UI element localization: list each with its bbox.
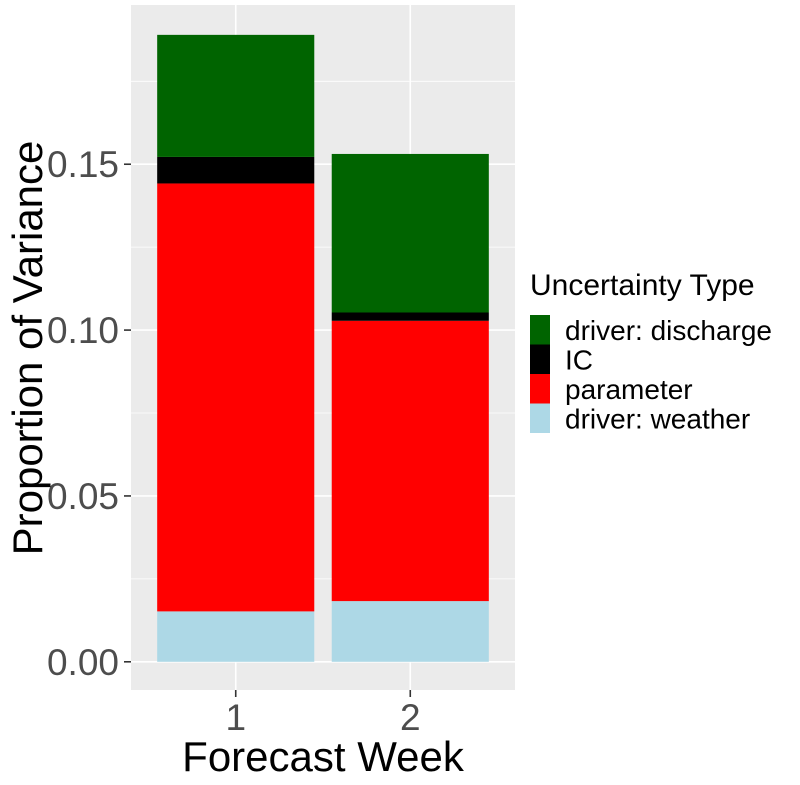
- x-tick-label: 1: [225, 697, 246, 738]
- bar-segment-driver-discharge-week-2: [331, 153, 489, 313]
- y-axis: 0.00 0.05 0.10 0.15: [47, 144, 131, 683]
- legend: Uncertainty Type driver: dischargeICpara…: [530, 269, 772, 434]
- legend-key-ic: [530, 344, 550, 374]
- bar-segment-driver-discharge-week-1: [157, 34, 315, 157]
- x-axis-title: Forecast Week: [182, 733, 465, 780]
- legend-key-driver-discharge: [530, 315, 550, 345]
- bar-segment-ic-week-1: [157, 156, 315, 184]
- bar-segment-parameter-week-2: [331, 320, 489, 602]
- bar-segment-parameter-week-1: [157, 183, 315, 612]
- x-tick-label: 2: [400, 697, 421, 738]
- bars: [157, 34, 489, 662]
- bar-segment-ic-week-2: [331, 312, 489, 321]
- y-axis-title: Proportion of Variance: [4, 141, 51, 556]
- legend-key-parameter: [530, 374, 550, 404]
- legend-key-driver-weather: [530, 403, 550, 433]
- bar-segment-driver-weather-week-1: [157, 611, 315, 662]
- y-tick-label: 0.10: [47, 310, 119, 351]
- legend-title: Uncertainty Type: [530, 269, 755, 302]
- legend-label: driver: discharge: [565, 315, 772, 346]
- legend-label: IC: [565, 344, 593, 375]
- legend-label: parameter: [565, 374, 693, 405]
- y-tick-label: 0.00: [47, 642, 119, 683]
- bar-segment-driver-weather-week-2: [331, 601, 489, 662]
- y-tick-label: 0.05: [47, 476, 119, 517]
- y-tick-label: 0.15: [47, 144, 119, 185]
- legend-label: driver: weather: [565, 403, 750, 434]
